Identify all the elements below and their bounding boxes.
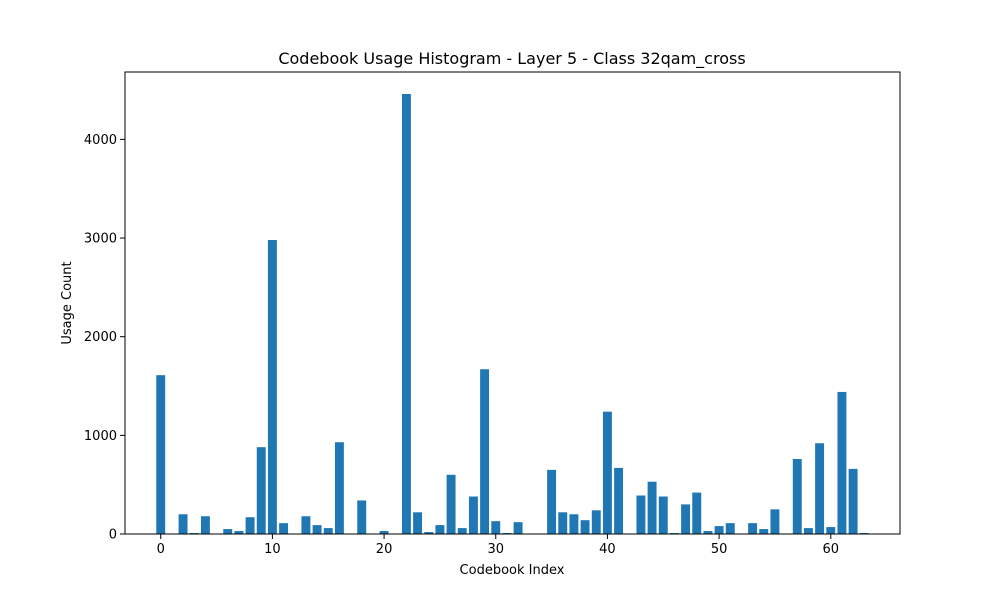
bar-index-50 (714, 526, 724, 534)
x-tick-label: 40 (599, 542, 616, 557)
bar-index-53 (748, 523, 758, 534)
bar-index-55 (770, 509, 780, 534)
x-tick-label: 30 (487, 542, 504, 557)
bar-index-29 (480, 369, 490, 534)
bar-index-58 (803, 528, 813, 534)
bar-index-62 (848, 468, 858, 534)
bar-index-9 (256, 447, 266, 534)
bar-index-36 (558, 512, 568, 534)
x-tick-label: 0 (157, 542, 165, 557)
y-tick-label: 2000 (84, 330, 117, 345)
bar-index-41 (614, 467, 624, 534)
chart-title: Codebook Usage Histogram - Layer 5 - Cla… (278, 49, 745, 69)
bar-index-4 (200, 516, 210, 534)
bar-index-61 (837, 391, 847, 534)
bar-index-47 (681, 504, 691, 534)
bar-index-43 (636, 495, 646, 534)
bar-index-14 (312, 525, 322, 534)
y-tick-label: 3000 (84, 232, 117, 247)
bar-index-6 (223, 529, 233, 534)
bar-index-0 (156, 375, 166, 534)
bar-index-54 (759, 529, 769, 534)
x-tick-label: 50 (711, 542, 728, 557)
bar-index-13 (301, 516, 311, 534)
y-axis-ticks: 0 1000 2000 3000 4000 (84, 133, 125, 543)
bar-index-15 (323, 528, 333, 534)
bars-group (156, 94, 869, 534)
x-tick-label: 20 (376, 542, 393, 557)
bar-index-59 (815, 443, 825, 534)
y-axis-label: Usage Count (60, 261, 75, 344)
bar-index-60 (826, 527, 836, 534)
bar-index-23 (413, 512, 423, 534)
bar-index-32 (513, 522, 523, 534)
y-tick-label: 4000 (84, 133, 117, 148)
bar-index-28 (468, 496, 478, 534)
bar-index-30 (491, 521, 501, 534)
bar-index-16 (334, 442, 344, 534)
bar-index-8 (245, 517, 255, 534)
bar-index-44 (647, 481, 657, 534)
bar-index-25 (435, 525, 445, 534)
x-tick-label: 60 (822, 542, 839, 557)
x-tick-label: 10 (264, 542, 281, 557)
y-tick-label: 0 (109, 528, 117, 543)
bar-index-57 (792, 459, 802, 534)
bar-index-2 (178, 514, 188, 534)
x-axis-label: Codebook Index (460, 563, 565, 578)
bar-index-51 (725, 523, 735, 534)
bar-index-26 (446, 474, 456, 534)
bar-index-49 (703, 531, 713, 534)
bar-index-40 (602, 411, 612, 534)
bar-index-24 (424, 532, 434, 534)
bar-index-37 (569, 514, 579, 534)
plot-frame (124, 71, 901, 535)
bar-index-18 (357, 500, 367, 534)
bar-index-35 (547, 469, 557, 534)
bar-index-22 (401, 94, 411, 534)
bar-index-20 (379, 531, 389, 534)
bar-index-27 (457, 528, 467, 534)
bar-index-7 (234, 531, 244, 534)
bar-index-10 (267, 240, 277, 534)
bar-index-39 (591, 510, 601, 534)
bar-index-45 (658, 496, 668, 534)
y-tick-label: 1000 (84, 429, 117, 444)
x-axis-ticks: 0 10 20 30 40 50 60 (157, 534, 839, 557)
bar-index-48 (692, 492, 702, 534)
bar-index-38 (580, 520, 590, 534)
bar-index-11 (279, 523, 289, 534)
